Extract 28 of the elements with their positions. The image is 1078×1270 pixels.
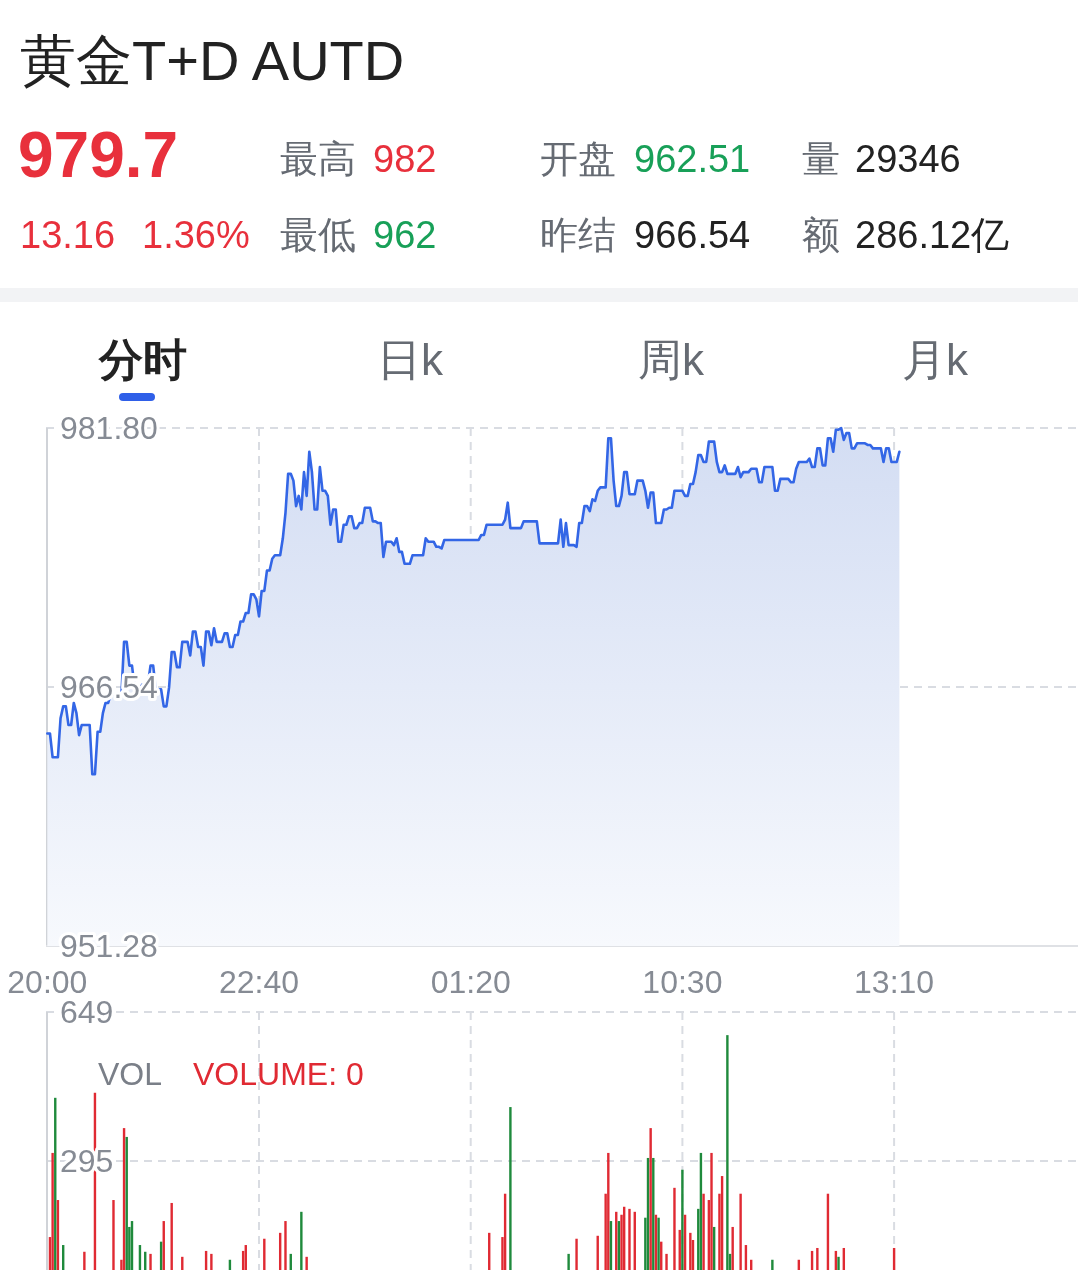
text: 最高 [280, 138, 356, 180]
text: 962.51 [634, 138, 751, 180]
text: 开盘 [540, 138, 616, 180]
text: 月k [902, 335, 969, 384]
y-tick-label: 951.28 [60, 928, 158, 964]
text: 周k [638, 335, 705, 384]
annotation: VOLUME: 0 [193, 1056, 364, 1092]
y-tick-label: 981.80 [60, 410, 158, 446]
text: 量 [802, 138, 840, 180]
text: 分时 [98, 335, 187, 384]
text: 最低 [280, 214, 356, 256]
text: 额 [802, 214, 840, 256]
annotation: VOL [98, 1056, 163, 1092]
text: 982 [373, 138, 437, 180]
text: 29346 [855, 138, 961, 180]
text: 962 [373, 214, 437, 256]
text: 1.36% [142, 214, 250, 256]
text: 黄金T+D AUTD [20, 29, 405, 92]
text: 979.7 [18, 119, 179, 191]
text: 昨结 [540, 214, 616, 256]
x-tick-label: 01:20 [430, 964, 511, 1000]
text: 966.54 [634, 214, 751, 256]
x-tick-label: 10:30 [642, 964, 723, 1000]
text: 13.16 [20, 214, 116, 256]
x-tick-label: 22:40 [218, 964, 300, 1000]
text: 286.12亿 [855, 214, 1010, 256]
text: 日k [377, 335, 444, 384]
x-tick-label: 13:10 [854, 964, 935, 1000]
